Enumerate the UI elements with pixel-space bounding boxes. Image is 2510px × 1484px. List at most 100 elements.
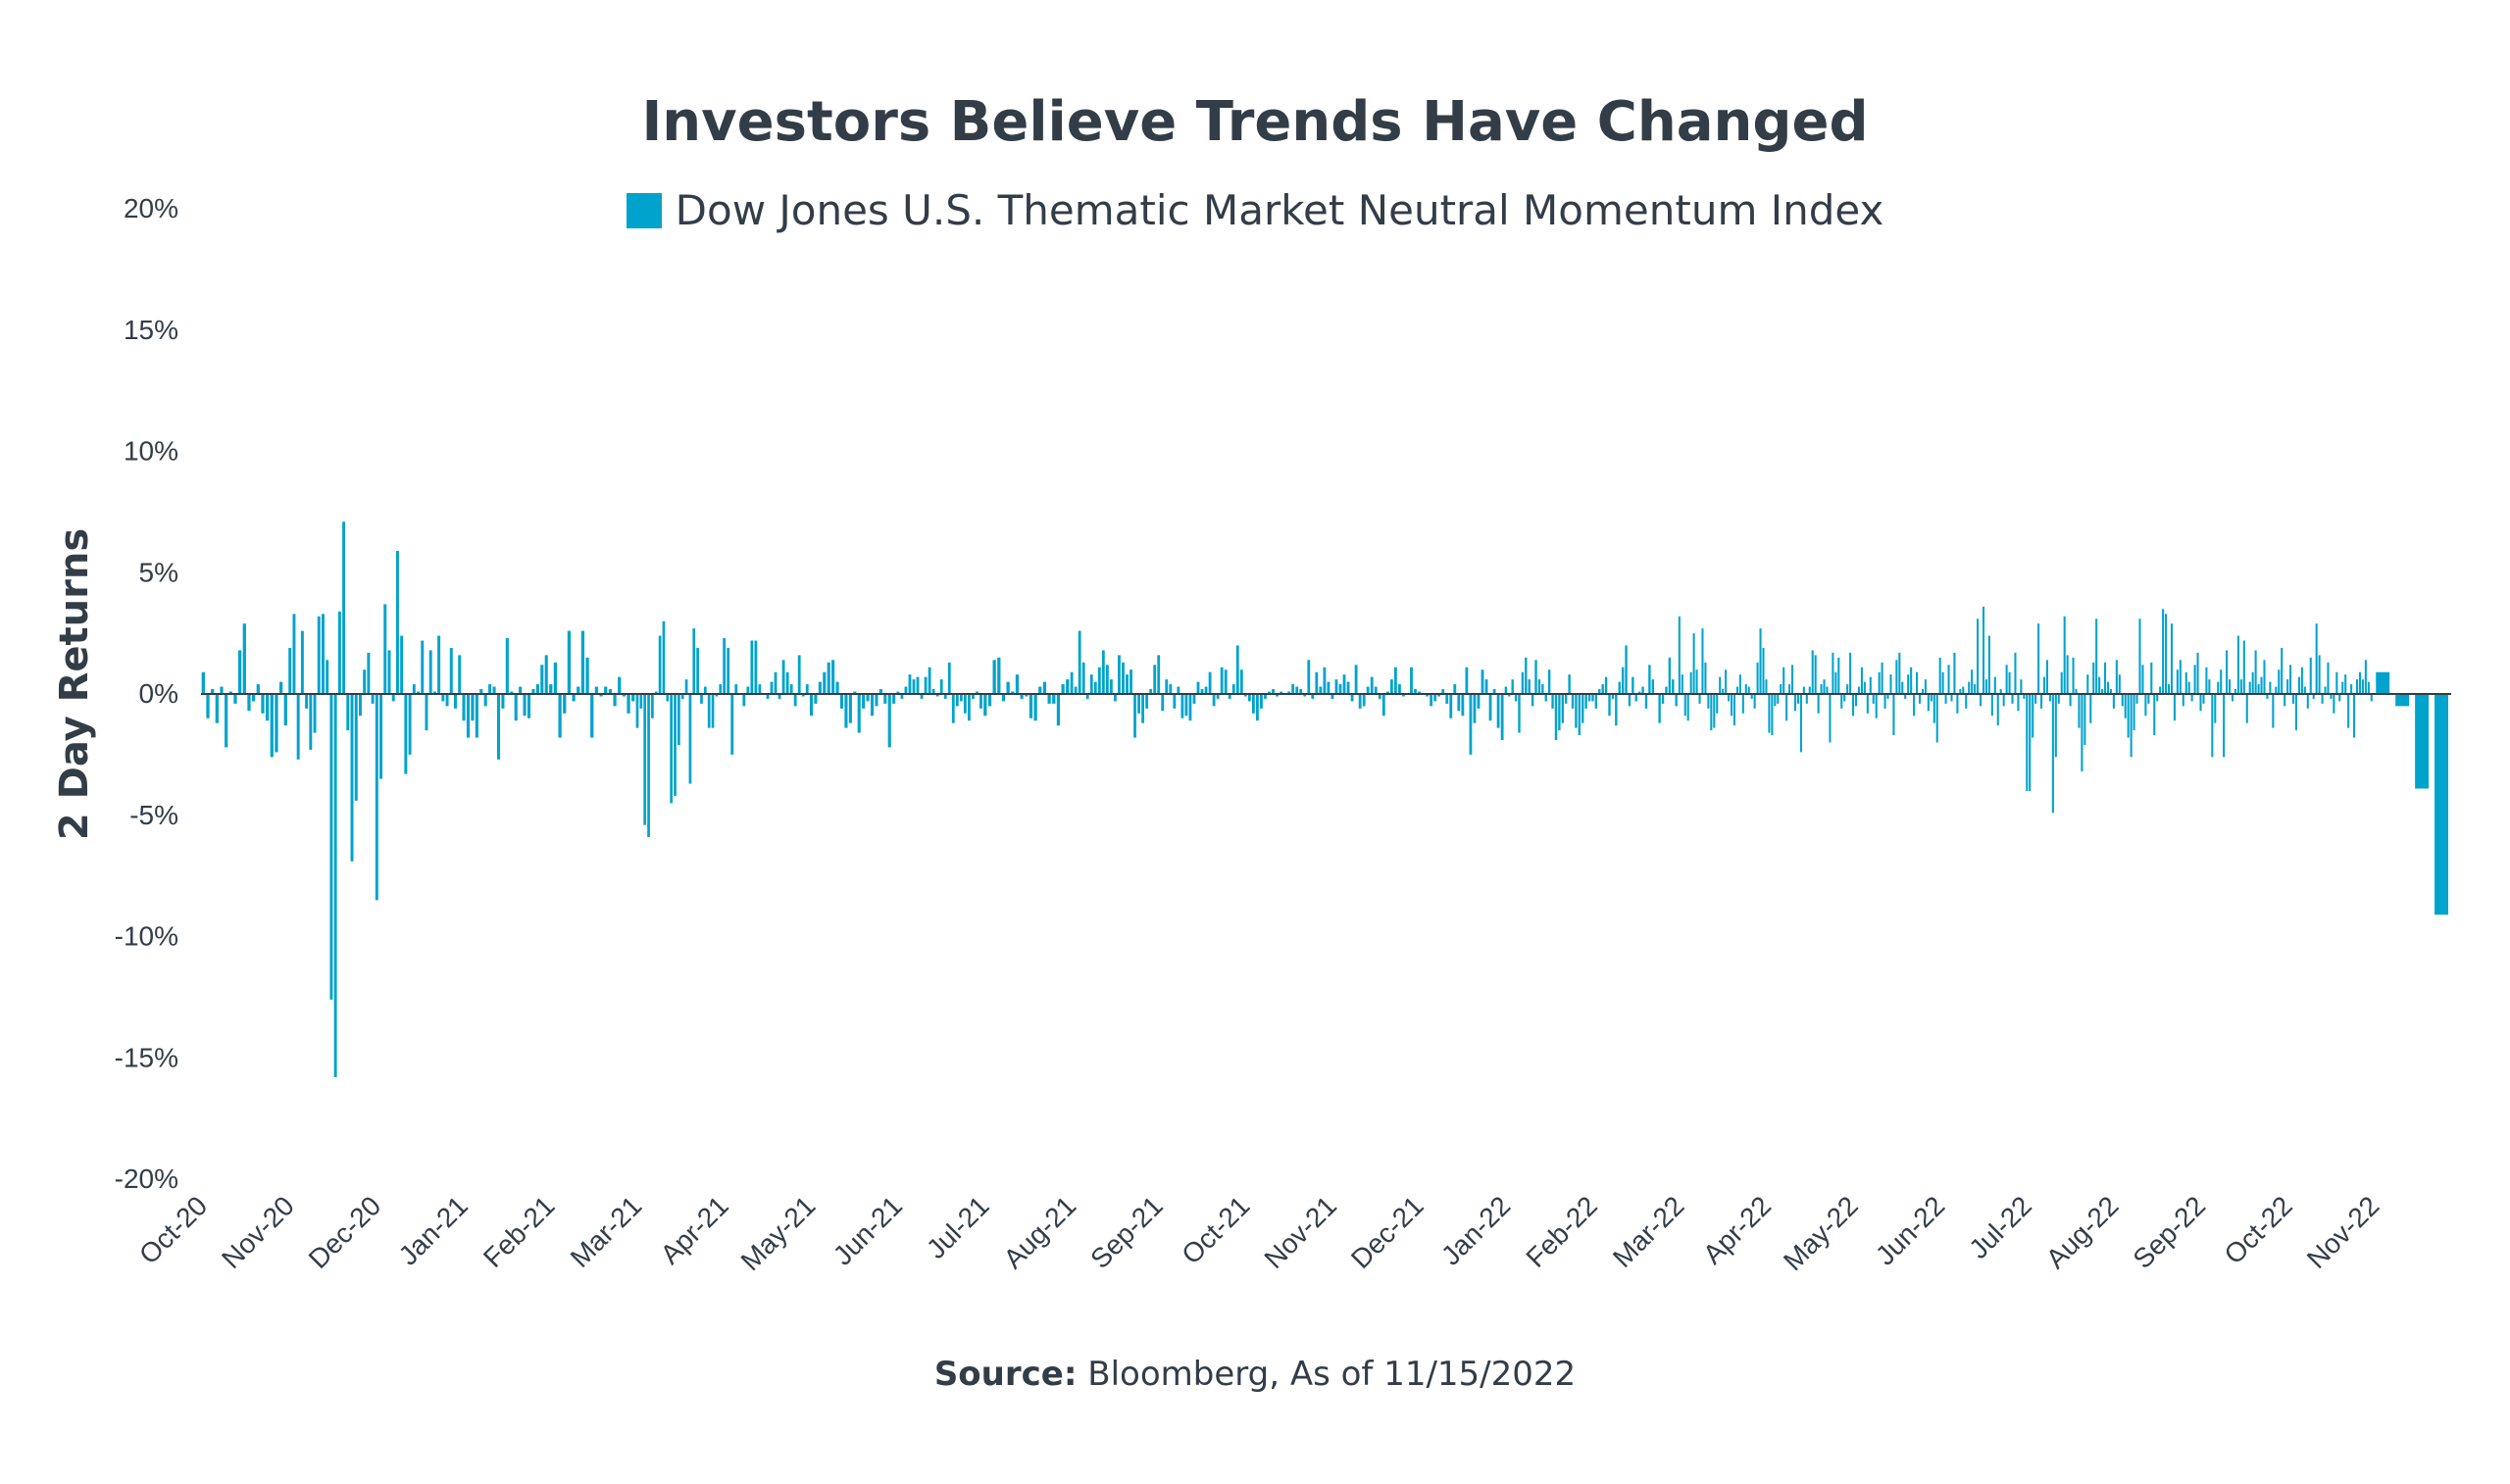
bar [627,694,630,714]
bar [2014,652,2017,694]
bar [972,694,975,699]
bar [1866,694,1869,714]
bar [1231,684,1235,694]
bar [2281,647,2284,694]
bar [1732,694,1735,726]
bar [758,684,762,694]
bar [766,694,770,699]
bar [292,614,296,694]
bar [2435,694,2449,915]
bar [1212,694,1216,707]
source-note: Source: Bloomberg, As of 11/15/2022 [0,1355,2510,1394]
bar [1974,684,1977,694]
bar [1637,691,1641,694]
bar [1907,674,1910,694]
bar [715,694,719,697]
bar [1006,681,1010,695]
bar [1354,665,1358,694]
bar [1741,694,1744,714]
bar [523,694,527,717]
bar [1846,684,1849,694]
bar [1993,676,1996,694]
bar [1886,694,1889,699]
bar [567,630,572,694]
bar [1618,681,1621,695]
bar [1889,674,1892,694]
bar [1118,655,1121,694]
bar [1437,694,1441,697]
bar [2011,694,2014,704]
bar [2020,679,2023,694]
bar [1881,662,1883,694]
bar [750,640,754,694]
y-tick-label: 15% [124,315,178,345]
bar [1430,694,1433,707]
bar [1291,684,1295,694]
bar [404,694,408,774]
bar [1525,657,1528,695]
bar [1001,694,1006,702]
x-tick-label: Oct-20 [133,1190,213,1269]
bar [1445,694,1449,704]
bar [2284,694,2286,707]
bar [2211,694,2214,758]
bar [458,655,462,694]
bar [1385,691,1389,694]
bar [703,686,707,694]
bar [2272,694,2275,728]
bar [1857,686,1861,694]
bar [2370,694,2373,702]
bar [329,694,333,1000]
bar [1038,686,1042,694]
source-label: Source: [933,1355,1078,1394]
bar [2193,665,2196,694]
bar [1689,671,1692,694]
bar [577,686,580,694]
bar [797,655,801,694]
bar [1518,694,1521,733]
bar [2266,694,2269,699]
x-tick-label: Aug-21 [998,1190,1082,1274]
bar [2347,694,2350,728]
bar [2138,618,2141,694]
bar [997,657,1001,695]
bar [754,640,758,694]
bar [1594,694,1598,709]
bar [2184,671,2187,694]
bar [1537,679,1541,694]
x-tick-label: Jul-22 [1963,1190,2037,1264]
bar [1598,689,1601,694]
bar [2173,694,2176,721]
bar [1015,674,1020,694]
bar [1109,679,1113,694]
bar [943,694,947,699]
bar [1947,665,1950,694]
bar [1130,669,1132,694]
bar [1066,679,1070,694]
bar [2109,689,2112,694]
bar [275,694,278,753]
bar [1074,686,1078,694]
bar [1999,689,2002,694]
bar [2220,669,2223,694]
bar [1484,679,1488,694]
bar [827,662,830,694]
bar [939,679,943,694]
bar [1987,635,1990,694]
bar [256,684,260,694]
bar [1093,681,1097,695]
x-tick-label: Jan-22 [1435,1190,1516,1270]
bar [2106,681,2110,695]
bar [1668,657,1672,695]
bar [1311,694,1315,699]
bar [488,684,492,694]
bar [1224,669,1228,694]
bar [233,694,237,704]
bar [1707,694,1710,709]
bar [1768,694,1771,733]
x-tick-label: Apr-21 [655,1190,734,1269]
x-tick-label: Sep-21 [1084,1190,1169,1274]
bar [1393,667,1397,694]
bar [1832,652,1834,694]
bar [730,694,734,755]
